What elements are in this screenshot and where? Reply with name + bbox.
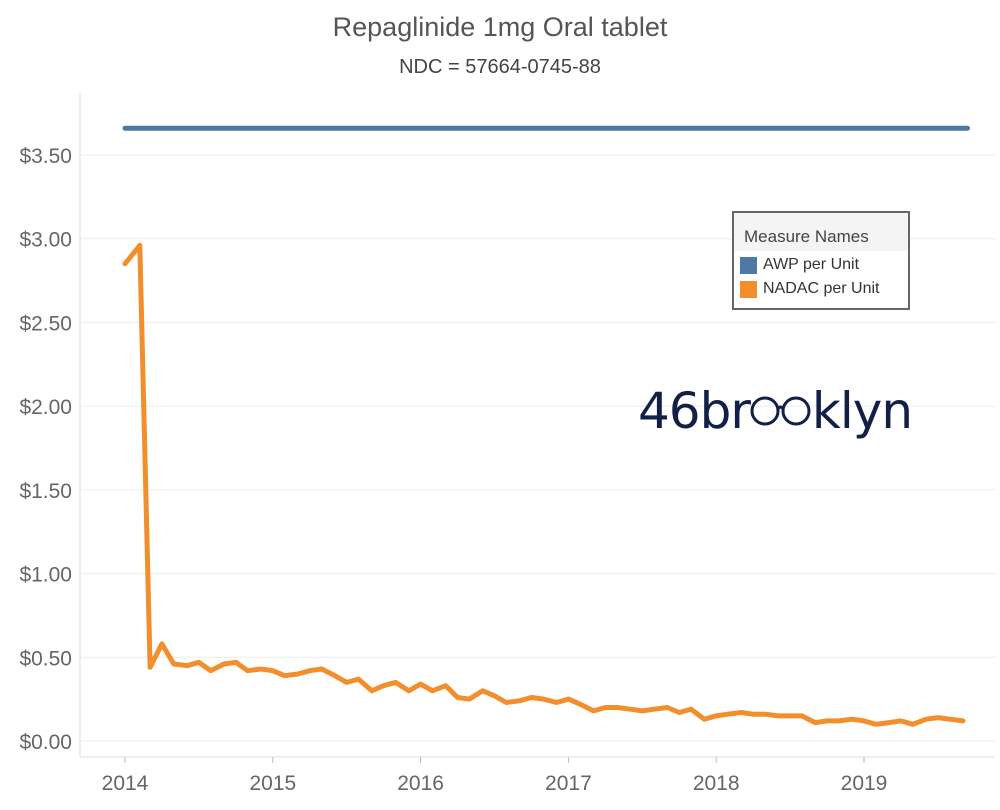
y-tick-label: $1.00	[19, 564, 72, 587]
y-tick-label: $2.50	[19, 312, 72, 335]
y-tick-label: $0.50	[19, 647, 72, 670]
legend-item-awp[interactable]: AWP per Unit	[740, 255, 908, 275]
series-line-nadac	[122, 242, 966, 727]
x-tick-label: 2015	[249, 772, 296, 795]
x-tick-label: 2016	[397, 772, 444, 795]
chart-subtitle: NDC = 57664-0745-88	[399, 56, 601, 78]
legend[interactable]: Measure Names AWP per Unit NADAC per Uni…	[732, 211, 910, 310]
y-tick-label: $1.50	[19, 480, 72, 503]
logo-text-right: klyn	[811, 382, 913, 440]
chart-title: Repaglinide 1mg Oral tablet	[332, 12, 668, 42]
y-tick-label: $2.00	[19, 396, 72, 419]
y-tick-label: $3.50	[19, 145, 72, 168]
x-tick-label: 2019	[841, 772, 888, 795]
legend-title: Measure Names	[734, 213, 908, 251]
brand-logo: 46br klyn	[638, 382, 913, 440]
x-tick-label: 2017	[545, 772, 592, 795]
y-tick-label: $0.00	[19, 731, 72, 754]
y-tick-label: $3.00	[19, 229, 72, 252]
legend-swatch-nadac	[740, 280, 757, 298]
x-tick-label: 2018	[693, 772, 740, 795]
glasses-icon	[750, 396, 811, 426]
legend-item-nadac[interactable]: NADAC per Unit	[740, 279, 908, 299]
legend-label-nadac: NADAC per Unit	[763, 280, 880, 297]
logo-text-left: 46br	[638, 382, 751, 440]
legend-swatch-awp	[740, 256, 757, 274]
x-tick-label: 2014	[102, 772, 149, 795]
legend-label-awp: AWP per Unit	[763, 256, 860, 273]
